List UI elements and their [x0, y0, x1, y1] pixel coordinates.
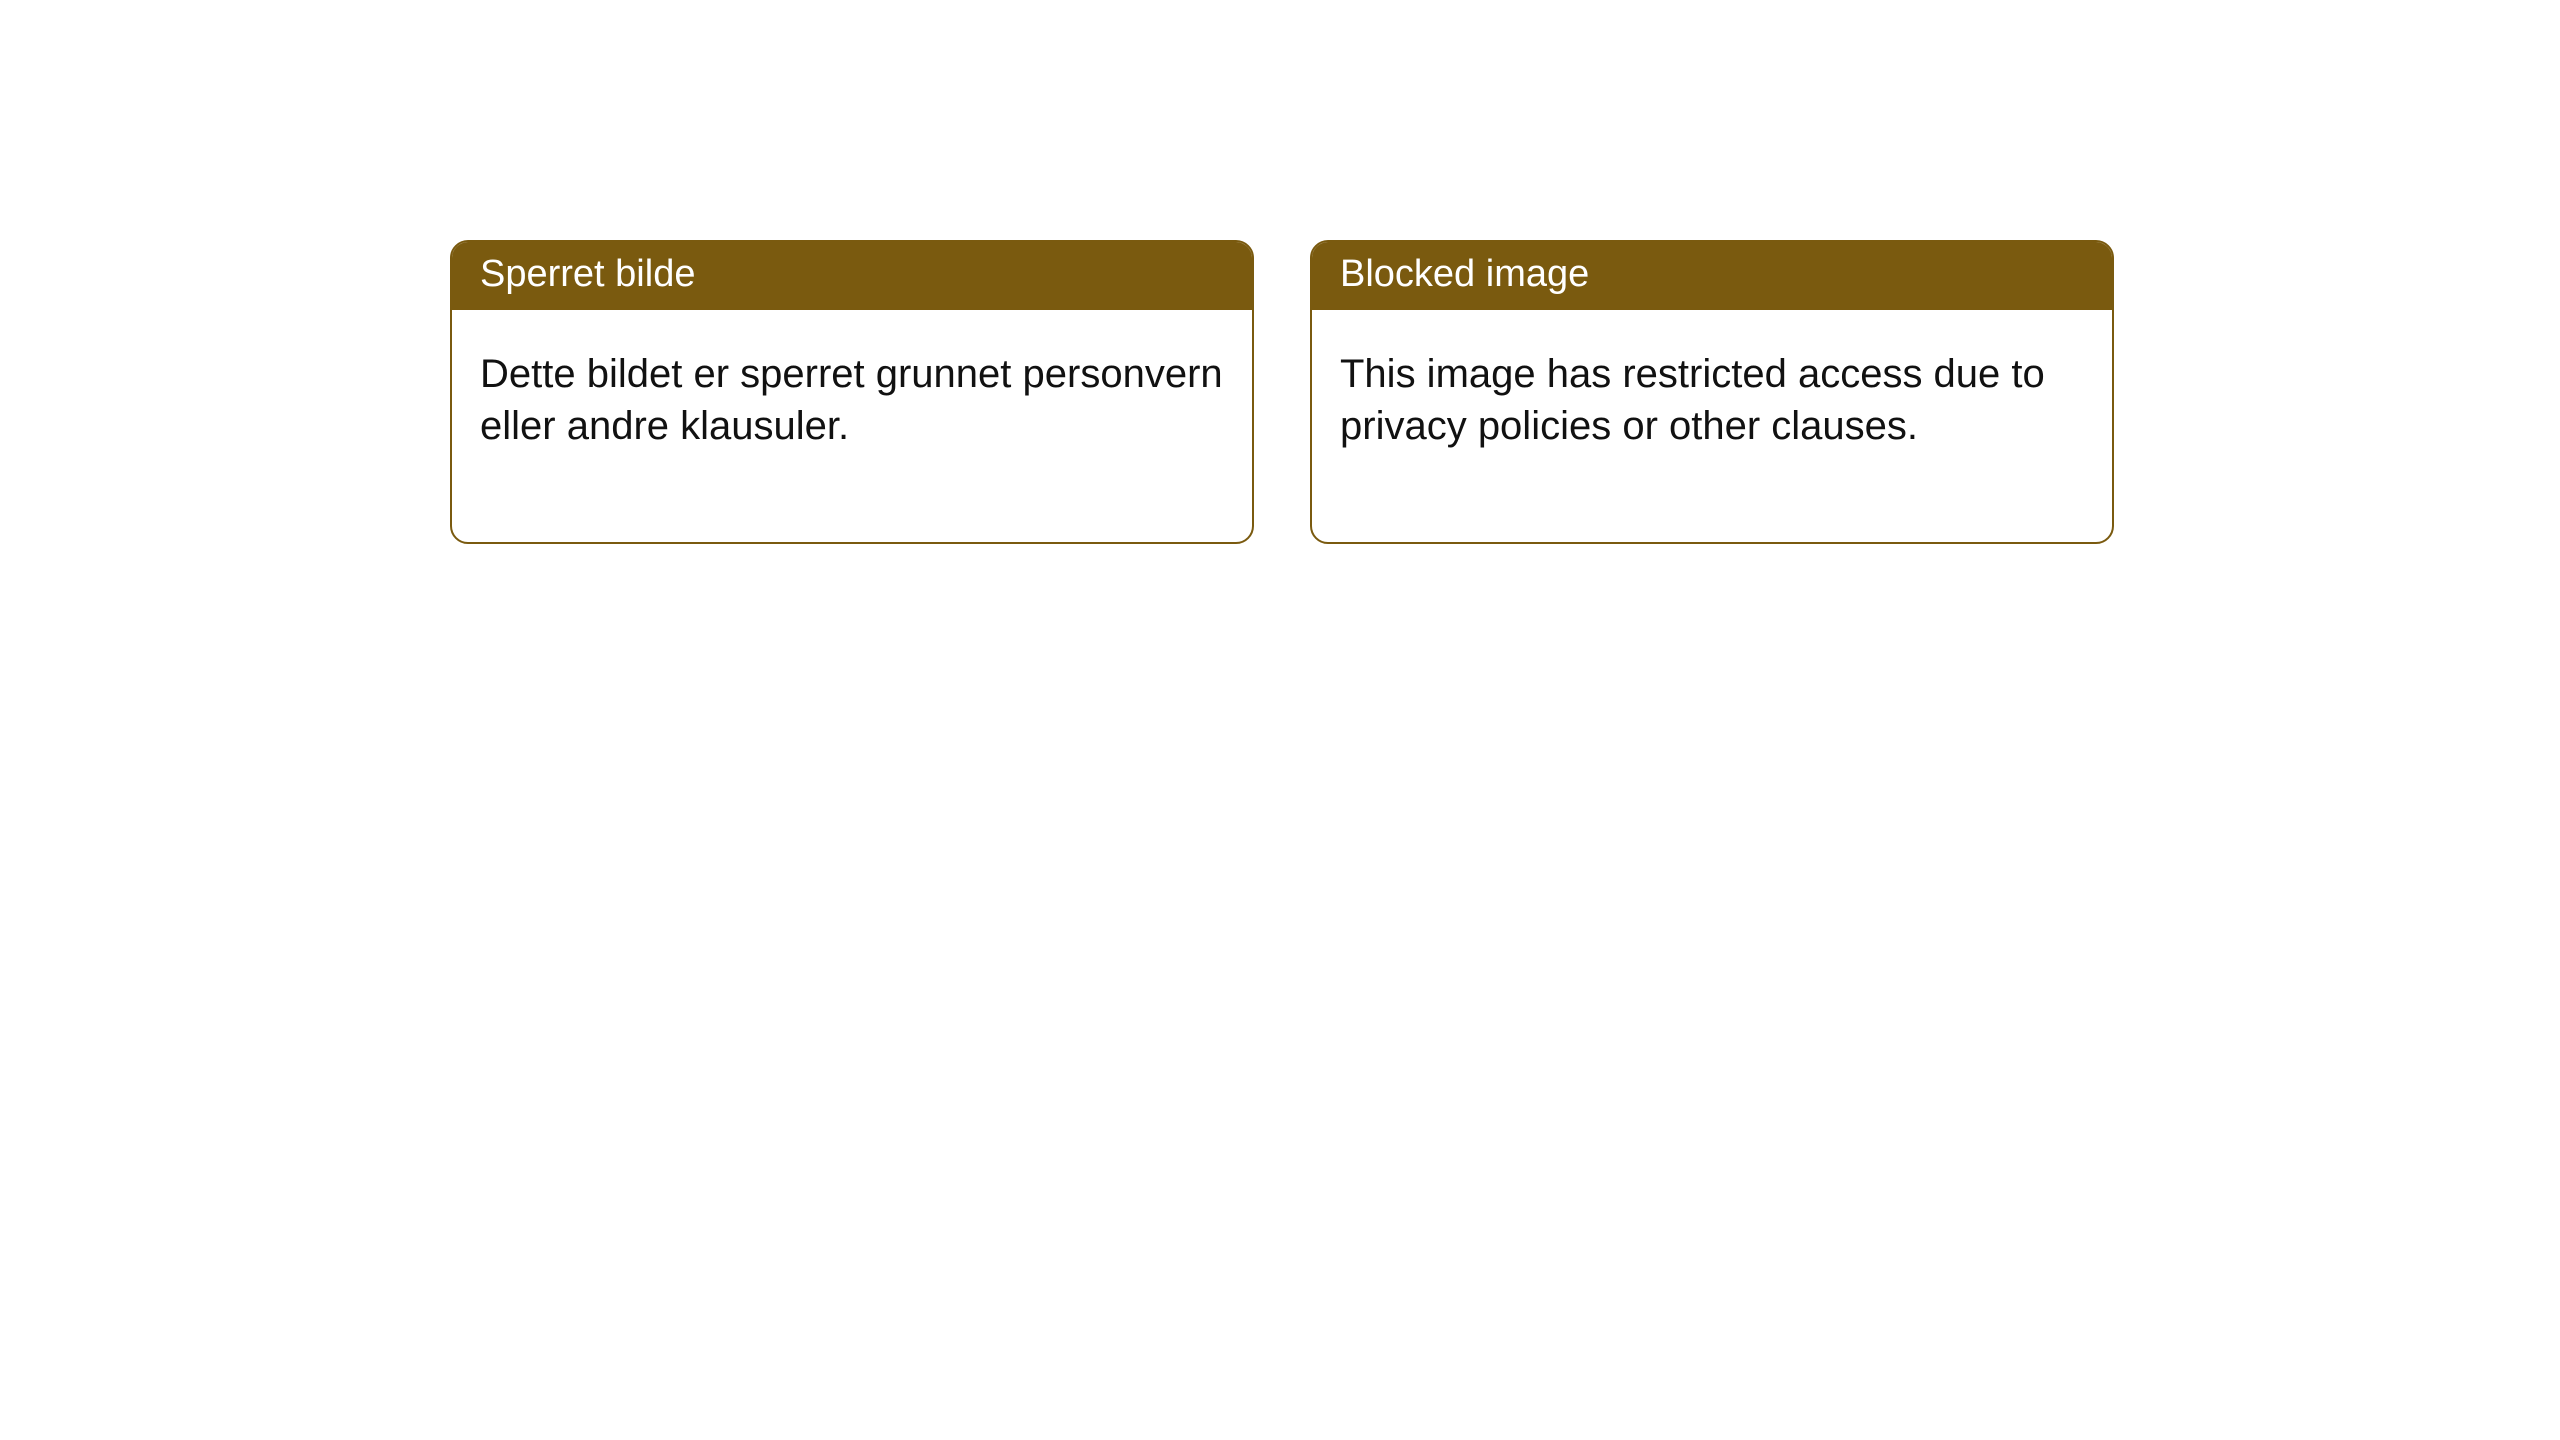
notice-header: Blocked image: [1312, 242, 2112, 310]
notice-container: Sperret bilde Dette bildet er sperret gr…: [0, 0, 2560, 544]
notice-body: This image has restricted access due to …: [1312, 310, 2112, 542]
notice-box-norwegian: Sperret bilde Dette bildet er sperret gr…: [450, 240, 1254, 544]
notice-box-english: Blocked image This image has restricted …: [1310, 240, 2114, 544]
notice-body: Dette bildet er sperret grunnet personve…: [452, 310, 1252, 542]
notice-header: Sperret bilde: [452, 242, 1252, 310]
